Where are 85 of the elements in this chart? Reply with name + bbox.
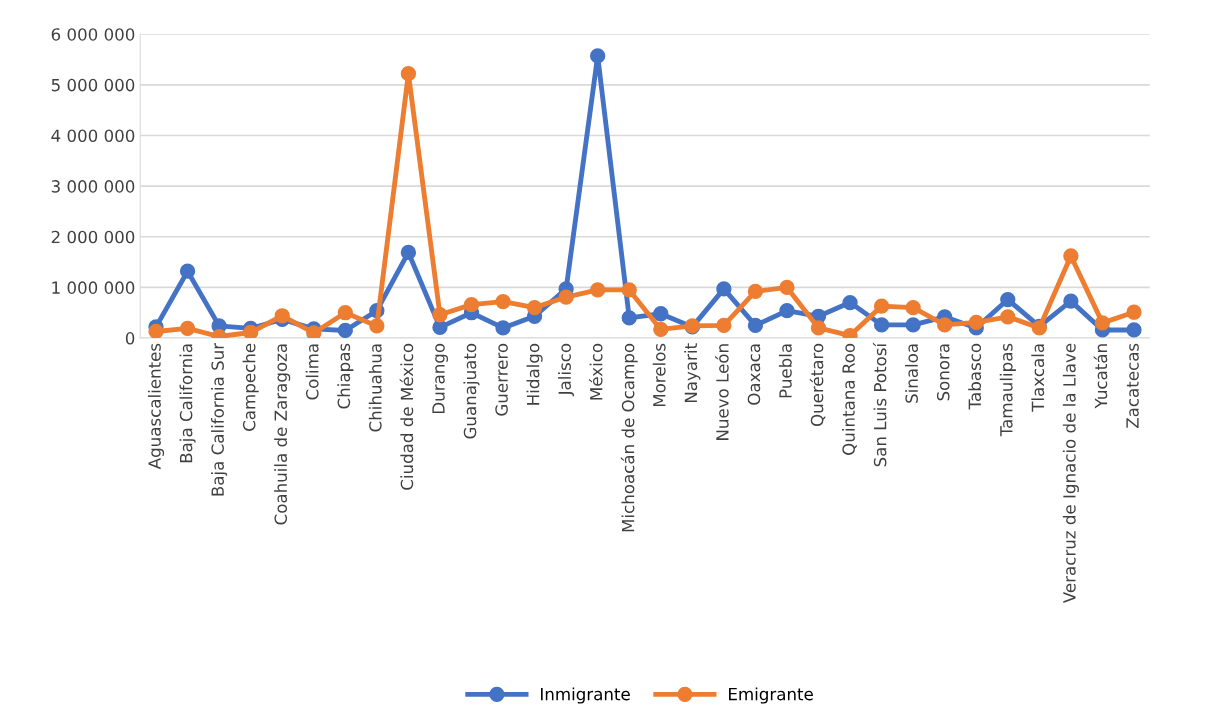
x-tick-label: Puebla xyxy=(778,344,792,398)
point xyxy=(653,321,669,338)
point xyxy=(810,320,827,336)
point xyxy=(432,319,448,336)
y-tick-label: 1 000 000 xyxy=(52,281,135,294)
x-tick-label: Baja California xyxy=(179,344,196,463)
point xyxy=(968,314,984,330)
point xyxy=(432,307,448,323)
point xyxy=(306,325,322,339)
point xyxy=(337,305,353,321)
x-tick-label: Quintana Roo xyxy=(841,343,857,455)
x-tick-label: Oaxaca xyxy=(747,344,761,405)
x-tick-label: Yucatán xyxy=(1093,344,1108,409)
point xyxy=(243,324,259,339)
point xyxy=(590,282,606,298)
point xyxy=(1126,322,1142,338)
y-tick-label: 2 000 000 xyxy=(51,230,135,244)
x-tick-label: Coahuila de Zaragoza xyxy=(274,344,291,525)
x-tick-label: Jalisco xyxy=(558,343,575,397)
x-tick-label: Baja California Sur xyxy=(211,342,228,496)
x-tick-label: Nuevo León xyxy=(715,344,729,440)
x-tick-label: México xyxy=(588,343,603,400)
x-tick-label: Guerrero xyxy=(495,343,508,416)
x-tick-label: Tabasco xyxy=(968,343,982,410)
point xyxy=(779,303,795,319)
x-tick-label: San Luis Potosí xyxy=(872,342,887,467)
point xyxy=(905,317,921,333)
point xyxy=(590,48,606,64)
point xyxy=(337,322,353,339)
x-tick-label: Morelos xyxy=(652,343,666,407)
x-tick-label: Ciudad de México xyxy=(399,343,414,490)
x-tick-label: Colima xyxy=(305,344,319,400)
x-tick-label: Nayarit xyxy=(684,343,701,403)
y-tick-label: 6 000 000 xyxy=(51,28,135,41)
point xyxy=(400,244,417,261)
point xyxy=(400,66,417,82)
x-tick-label: Guanajuato xyxy=(463,343,480,439)
point xyxy=(905,300,921,316)
point xyxy=(621,310,637,326)
legend-label: Emigrante xyxy=(729,687,813,704)
point xyxy=(148,323,164,339)
point xyxy=(495,293,511,310)
point xyxy=(937,317,953,333)
x-tick-label: Sonora xyxy=(936,344,950,401)
x-tick-label: Tamaulipas xyxy=(999,343,1016,437)
point xyxy=(526,300,543,316)
point xyxy=(747,283,764,300)
point xyxy=(1094,315,1111,331)
point xyxy=(463,296,480,313)
point xyxy=(842,294,858,311)
x-tick-label: Durango xyxy=(432,343,449,414)
point xyxy=(179,263,196,279)
point xyxy=(179,320,196,337)
x-tick-label: Zacatecas xyxy=(1126,343,1139,429)
x-tick-label: Campeche xyxy=(242,343,259,431)
x-tick-label: Chiapas xyxy=(337,343,354,409)
point xyxy=(653,306,669,322)
y-tick-label: 5 000 000 xyxy=(51,78,135,92)
x-tick-label: Hidalgo xyxy=(526,343,543,405)
point xyxy=(621,282,637,298)
point xyxy=(369,318,385,334)
x-tick-label: Tlaxcala xyxy=(1031,344,1045,412)
y-tick-label: 3 000 000 xyxy=(51,180,135,193)
x-tick-label: Chihuahua xyxy=(368,344,382,432)
point xyxy=(1000,309,1016,325)
point xyxy=(716,317,732,334)
point xyxy=(1000,291,1016,308)
y-tick-label: 0 xyxy=(125,332,135,345)
legend-label: Inmigrante xyxy=(541,687,630,704)
x-tick-label: Aguascalientes xyxy=(147,343,165,470)
x-tick-label: Sinaloa xyxy=(905,344,918,403)
point xyxy=(716,281,732,297)
x-tick-label: Querétaro xyxy=(809,343,826,427)
point xyxy=(1063,293,1079,309)
point xyxy=(747,317,764,334)
point xyxy=(495,320,511,336)
point xyxy=(558,289,574,305)
point xyxy=(1126,304,1142,320)
x-tick-label: Michoacán de Ocampo xyxy=(620,343,638,532)
point xyxy=(1063,248,1079,264)
x-tick-label: Veracruz de Ignacio de la Llave xyxy=(1062,343,1079,604)
point xyxy=(779,279,795,296)
point xyxy=(873,317,890,333)
point xyxy=(873,298,890,314)
y-tick-label: 4 000 000 xyxy=(51,129,135,143)
